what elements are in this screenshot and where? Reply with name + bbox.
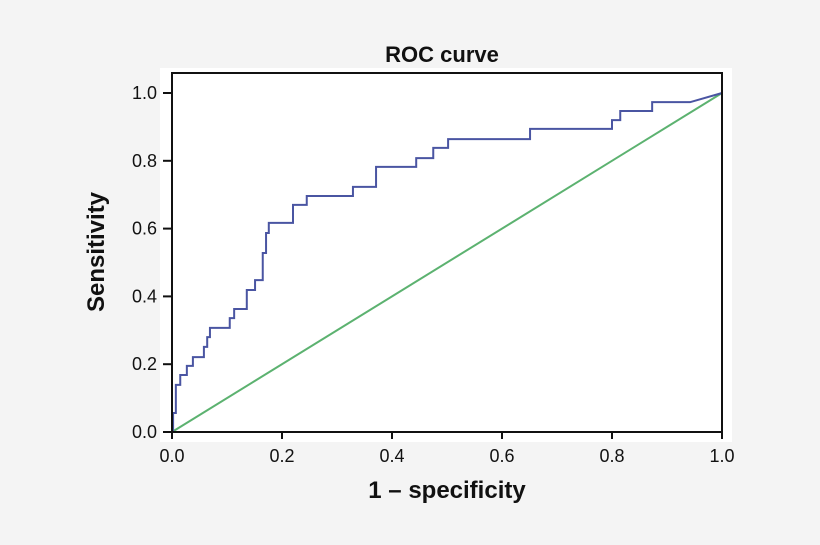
x-tick-label: 1.0: [709, 446, 734, 466]
x-axis-label: 1 – specificity: [368, 477, 526, 504]
roc-curve-line: [172, 92, 723, 433]
y-tick-label: 1.0: [132, 83, 157, 103]
y-tick-label: 0.0: [132, 422, 157, 442]
x-tick-label: 0.4: [379, 446, 404, 466]
y-tick-label: 0.8: [132, 151, 157, 171]
reference-line: [171, 92, 723, 433]
y-tick-label: 0.6: [132, 219, 157, 239]
x-tick-label: 0.2: [269, 446, 294, 466]
y-axis-label: Sensitivity: [83, 191, 110, 312]
x-tick-label: 0.6: [489, 446, 514, 466]
x-tick-label: 0.8: [599, 446, 624, 466]
chart-title: ROC curve: [385, 42, 499, 67]
y-tick-label: 0.2: [132, 354, 157, 374]
x-tick-label: 0.0: [159, 446, 184, 466]
plot-frame: [171, 72, 723, 433]
y-tick-label: 0.4: [132, 286, 157, 306]
